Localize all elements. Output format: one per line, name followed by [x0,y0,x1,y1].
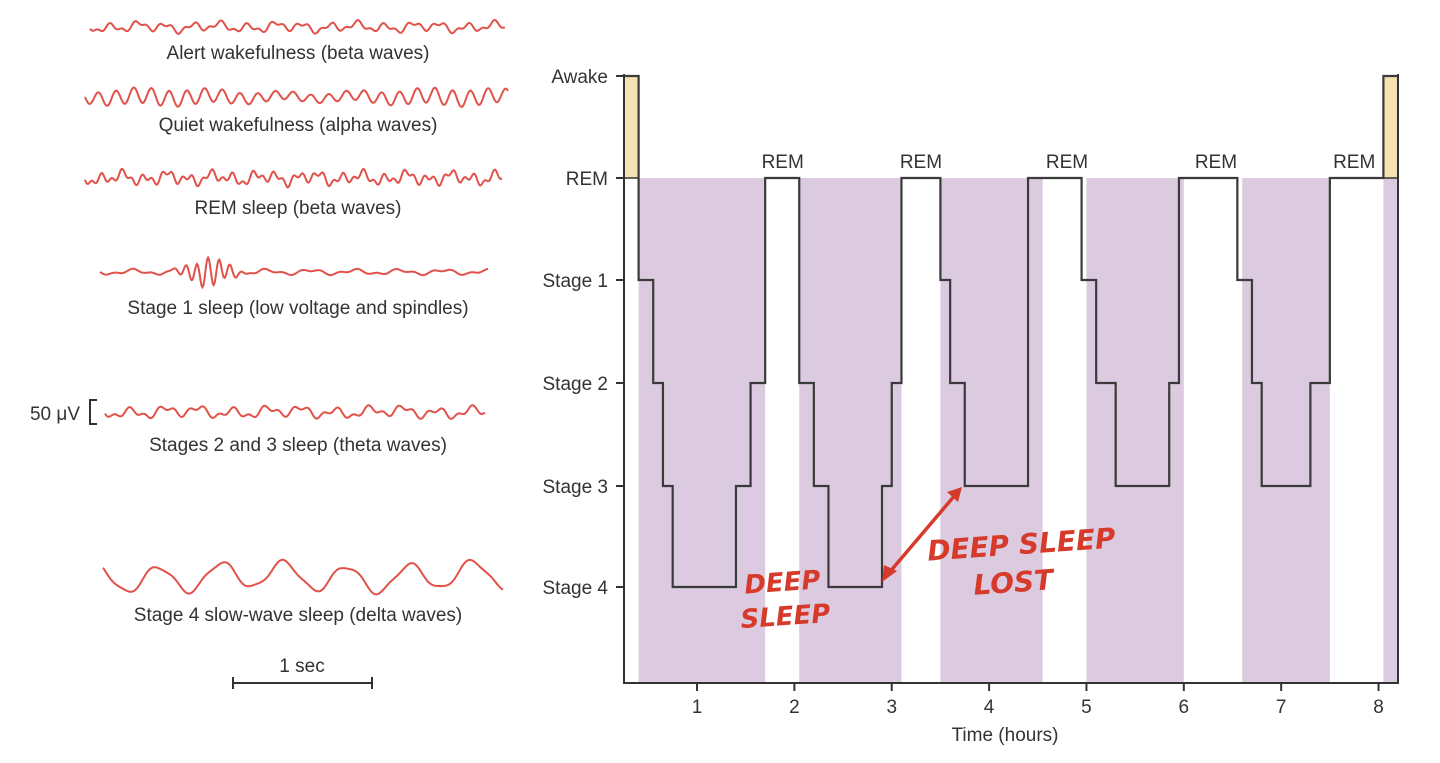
eeg-trace [89,19,506,35]
x-axis-title: Time (hours) [952,725,1059,746]
eeg-label-quiet: Quiet wakefulness (alpha waves) [159,115,438,136]
chart-axes [623,74,1399,684]
awake-bars [623,75,1399,179]
eeg-label-alert: Alert wakefulness (beta waves) [167,43,430,64]
awake-bar [623,75,640,179]
sleep-shading [638,178,1398,683]
rem-peak-label: REM [1333,152,1375,173]
eeg-trace [104,404,486,420]
y-tick-label: Stage 1 [543,271,609,292]
hypnogram-line [624,74,1398,589]
voltage-scale-bracket [89,399,97,425]
y-tick-label: Stage 2 [543,374,609,395]
sleep-shade-region [799,178,902,683]
eeg-label-stage23: Stages 2 and 3 sleep (theta waves) [149,435,447,456]
x-tick-label: 3 [886,697,897,718]
rem-peak-label: REM [900,152,942,173]
x-tick-label: 2 [789,697,800,718]
eeg-label-rem: REM sleep (beta waves) [195,198,402,219]
time-scale-bar [232,677,373,689]
x-tick-label: 7 [1276,697,1287,718]
x-tick-label: 6 [1179,697,1190,718]
annotation-double-arrow [882,487,962,582]
time-scale-label: 1 sec [279,656,324,677]
annotation-deep-sleep-lost-line2: LOST [972,563,1056,602]
voltage-scale-label: 50 μV [30,404,80,425]
x-tick-label: 1 [692,697,703,718]
rem-peak-label: REM [762,152,804,173]
rem-peak-label: REM [1195,152,1237,173]
eeg-trace [84,86,509,109]
awake-bar [1382,75,1399,179]
y-tick-label: Stage 4 [543,578,609,599]
x-tick-label: 5 [1081,697,1092,718]
sleep-shade-region [940,178,1043,683]
eeg-trace [99,255,489,290]
eeg-trace [84,167,503,189]
y-axis-ticks: Awake REM Stage 1 Stage 2 Stage 3 Stage 4 [543,67,624,599]
rem-peak-label: REM [1046,152,1088,173]
annotation-deep-sleep-line2: SLEEP [740,599,832,635]
y-tick-label: Stage 3 [543,477,609,498]
sleep-shade-region [1242,178,1330,683]
eeg-trace [102,558,504,596]
sleep-shade-region [1383,178,1398,683]
y-tick-label: Awake [551,67,608,88]
hypnogram-chart: Awake REM Stage 1 Stage 2 Stage 3 Stage 4 1 2 3… [543,67,1399,746]
x-axis-ticks: 1 2 3 4 5 6 7 8 [692,683,1384,718]
x-tick-label: 4 [984,697,995,718]
sleep-shade-region [638,178,766,683]
eeg-label-stage4: Stage 4 slow-wave sleep (delta waves) [134,605,462,626]
annotation-deep-sleep-line1: DEEP [743,565,821,600]
y-tick-label: REM [566,169,608,190]
eeg-label-stage1: Stage 1 sleep (low voltage and spindles) [127,298,468,319]
rem-labels: REM REM REM REM REM [762,152,1376,173]
sleep-shade-region [1086,178,1184,683]
x-tick-label: 8 [1373,697,1384,718]
eeg-panel: Alert wakefulness (beta waves) Quiet wak… [30,19,509,689]
